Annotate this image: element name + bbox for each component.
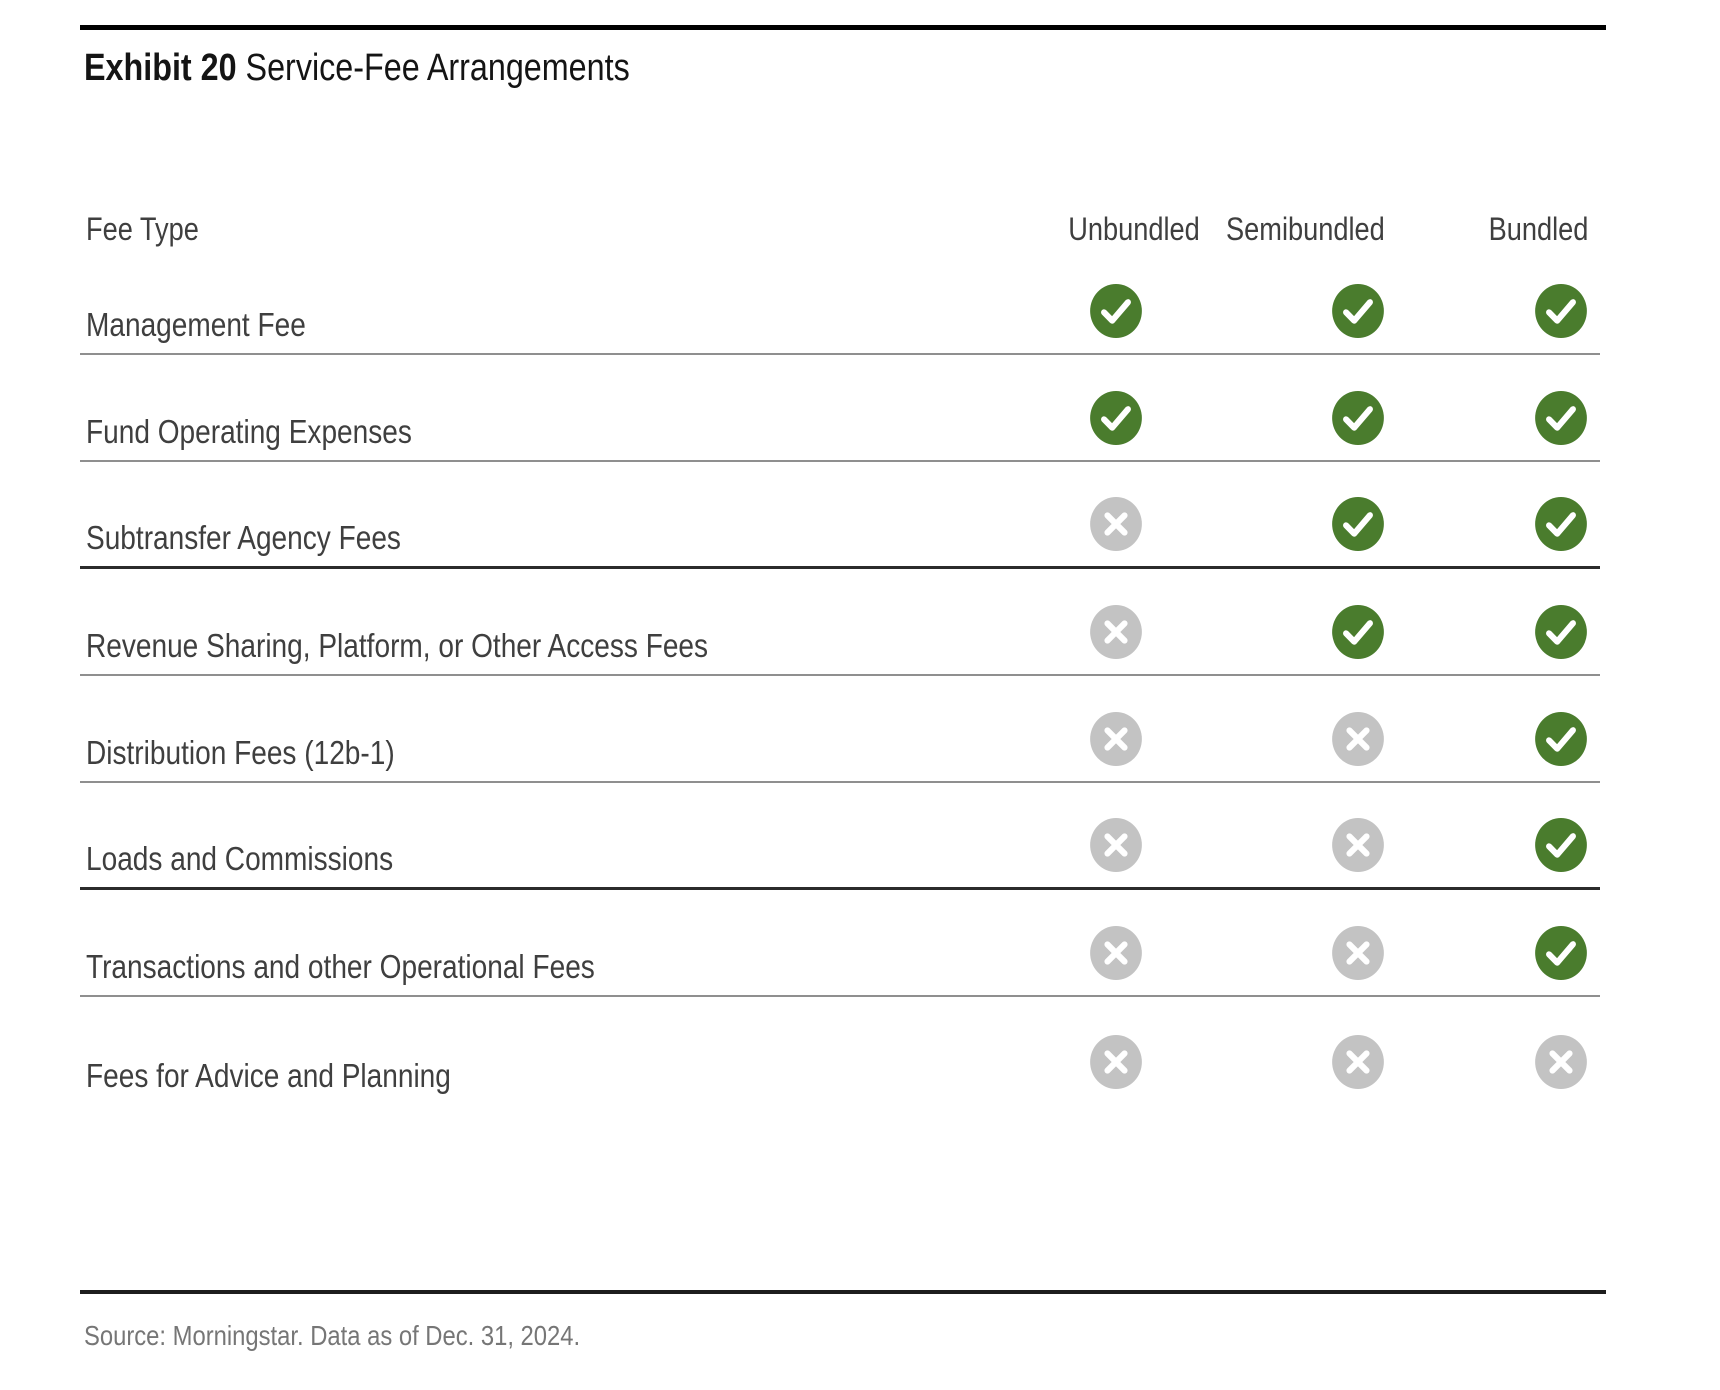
semibundled-cell: [1331, 817, 1397, 873]
top-rule: [80, 25, 1606, 30]
fee-type-label: Transactions and other Operational Fees: [80, 948, 1045, 986]
semibundled-cell: [1331, 1034, 1397, 1090]
column-header-label: Unbundled: [1068, 211, 1200, 247]
x-icon: [1332, 818, 1384, 872]
semibundled-cell: [1331, 925, 1397, 981]
exhibit-page: Exhibit 20 Service-Fee Arrangements Fee …: [0, 25, 1720, 1390]
check-icon: [1535, 818, 1587, 872]
fee-type-label: Management Fee: [80, 306, 1045, 344]
unbundled-cell: [1089, 711, 1155, 767]
bundled-cell: [1534, 925, 1600, 981]
table-row: Subtransfer Agency Fees: [80, 462, 1600, 569]
fee-type-label: Fees for Advice and Planning: [80, 1057, 1045, 1095]
table-row: Loads and Commissions: [80, 783, 1600, 890]
fee-type-text: Fund Operating Expenses: [86, 413, 412, 450]
column-header-label: Bundled: [1488, 211, 1588, 247]
check-icon: [1332, 284, 1384, 338]
semibundled-cell: [1331, 283, 1397, 339]
column-header-bundled: Bundled: [1397, 211, 1600, 248]
bundled-cell: [1534, 604, 1600, 660]
exhibit-title: Exhibit 20 Service-Fee Arrangements: [84, 46, 1720, 90]
check-icon: [1332, 497, 1384, 551]
check-icon: [1090, 284, 1142, 338]
unbundled-cell: [1089, 817, 1155, 873]
exhibit-name: Service-Fee Arrangements: [245, 47, 630, 89]
column-header-fee-type: Fee Type: [80, 211, 1045, 248]
unbundled-cell: [1089, 283, 1155, 339]
column-header-label: Fee Type: [86, 211, 199, 247]
table-row: Fees for Advice and Planning: [80, 997, 1600, 1104]
check-icon: [1535, 391, 1587, 445]
unbundled-cell: [1089, 604, 1155, 660]
check-icon: [1535, 284, 1587, 338]
x-icon: [1090, 1035, 1142, 1089]
bundled-cell: [1534, 390, 1600, 446]
unbundled-cell: [1089, 390, 1155, 446]
column-header-label: Semibundled: [1226, 211, 1385, 247]
x-icon: [1332, 926, 1384, 980]
fee-type-text: Revenue Sharing, Platform, or Other Acce…: [86, 627, 709, 664]
check-icon: [1535, 712, 1587, 766]
fee-type-text: Loads and Commissions: [86, 840, 394, 877]
table-body: Management Fee Fund Operating Expenses S…: [80, 248, 1600, 1104]
bundled-cell: [1534, 1034, 1600, 1090]
table-row: Management Fee: [80, 248, 1600, 355]
source-note-text: Source: Morningstar. Data as of Dec. 31,…: [84, 1320, 581, 1351]
semibundled-cell: [1331, 496, 1397, 552]
x-icon: [1090, 818, 1142, 872]
table-header-row: Fee Type Unbundled Semibundled Bundled: [80, 90, 1600, 248]
fee-type-label: Subtransfer Agency Fees: [80, 519, 1045, 557]
column-header-unbundled: Unbundled: [1045, 211, 1200, 248]
fee-type-text: Distribution Fees (12b-1): [86, 734, 395, 771]
bundled-cell: [1534, 711, 1600, 767]
fee-type-label: Distribution Fees (12b-1): [80, 734, 1045, 772]
bottom-rule: [80, 1290, 1606, 1294]
semibundled-cell: [1331, 604, 1397, 660]
check-icon: [1332, 605, 1384, 659]
check-icon: [1535, 605, 1587, 659]
unbundled-cell: [1089, 1034, 1155, 1090]
semibundled-cell: [1331, 711, 1397, 767]
table-row: Fund Operating Expenses: [80, 355, 1600, 462]
bundled-cell: [1534, 496, 1600, 552]
bundled-cell: [1534, 817, 1600, 873]
fee-type-text: Fees for Advice and Planning: [86, 1057, 451, 1094]
fee-type-label: Revenue Sharing, Platform, or Other Acce…: [80, 627, 1045, 665]
table-row: Transactions and other Operational Fees: [80, 890, 1600, 997]
table-row: Distribution Fees (12b-1): [80, 676, 1600, 783]
fee-type-text: Subtransfer Agency Fees: [86, 519, 401, 556]
check-icon: [1535, 926, 1587, 980]
x-icon: [1090, 497, 1142, 551]
x-icon: [1332, 1035, 1384, 1089]
fee-type-text: Transactions and other Operational Fees: [86, 948, 595, 985]
x-icon: [1090, 605, 1142, 659]
x-icon: [1090, 926, 1142, 980]
fee-type-text: Management Fee: [86, 306, 306, 343]
check-icon: [1535, 497, 1587, 551]
service-fee-table: Fee Type Unbundled Semibundled Bundled M…: [80, 90, 1600, 1104]
column-header-semibundled: Semibundled: [1155, 211, 1397, 248]
semibundled-cell: [1331, 390, 1397, 446]
check-icon: [1090, 391, 1142, 445]
table-row: Revenue Sharing, Platform, or Other Acce…: [80, 569, 1600, 676]
exhibit-number: Exhibit 20: [84, 47, 237, 89]
unbundled-cell: [1089, 496, 1155, 552]
check-icon: [1332, 391, 1384, 445]
fee-type-label: Loads and Commissions: [80, 840, 1045, 878]
x-icon: [1090, 712, 1142, 766]
x-icon: [1535, 1035, 1587, 1089]
bundled-cell: [1534, 283, 1600, 339]
source-note: Source: Morningstar. Data as of Dec. 31,…: [84, 1320, 1720, 1352]
fee-type-label: Fund Operating Expenses: [80, 413, 1045, 451]
unbundled-cell: [1089, 925, 1155, 981]
x-icon: [1332, 712, 1384, 766]
